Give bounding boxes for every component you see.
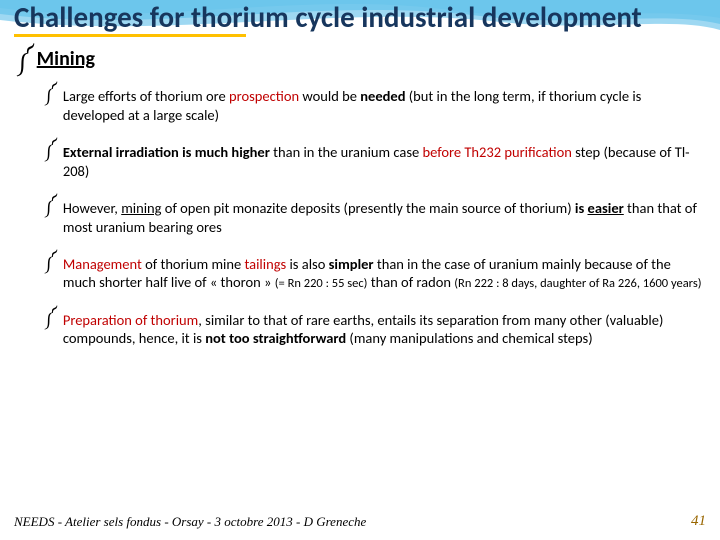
curly-bullet-icon: ༼ (44, 254, 57, 293)
bullet-item: ༼Preparation of thorium, similar to that… (44, 311, 706, 349)
bullet-item: ༼However, mining of open pit monazite de… (44, 199, 706, 237)
bullet-text: Preparation of thorium, similar to that … (63, 311, 706, 349)
page-number: 41 (691, 513, 706, 530)
curly-bullet-icon: ༼ (44, 198, 57, 237)
footer-text: NEEDS - Atelier sels fondus - Orsay - 3 … (14, 514, 366, 530)
bullet-list: ༼Large efforts of thorium ore prospectio… (14, 87, 706, 348)
curly-bullet-icon: ༼ (44, 310, 57, 349)
curly-bullet-icon: ༼ (44, 142, 57, 181)
bullet-item: ༼External irradiation is much higher tha… (44, 143, 706, 181)
slide-footer: NEEDS - Atelier sels fondus - Orsay - 3 … (14, 513, 706, 530)
bullet-text: Management of thorium mine tailings is a… (63, 255, 706, 293)
curly-bullet-icon: ༼ (16, 48, 34, 70)
section-heading: ༼ Mining (16, 47, 706, 71)
section-label: Mining (37, 47, 95, 71)
bullet-text: Large efforts of thorium ore prospection… (63, 87, 706, 125)
curly-bullet-icon: ༼ (44, 86, 57, 125)
bullet-text: External irradiation is much higher than… (63, 143, 706, 181)
bullet-item: ༼Large efforts of thorium ore prospectio… (44, 87, 706, 125)
bullet-text: However, mining of open pit monazite dep… (63, 199, 706, 237)
slide-title: Challenges for thorium cycle industrial … (14, 0, 706, 32)
bullet-item: ༼Management of thorium mine tailings is … (44, 255, 706, 293)
